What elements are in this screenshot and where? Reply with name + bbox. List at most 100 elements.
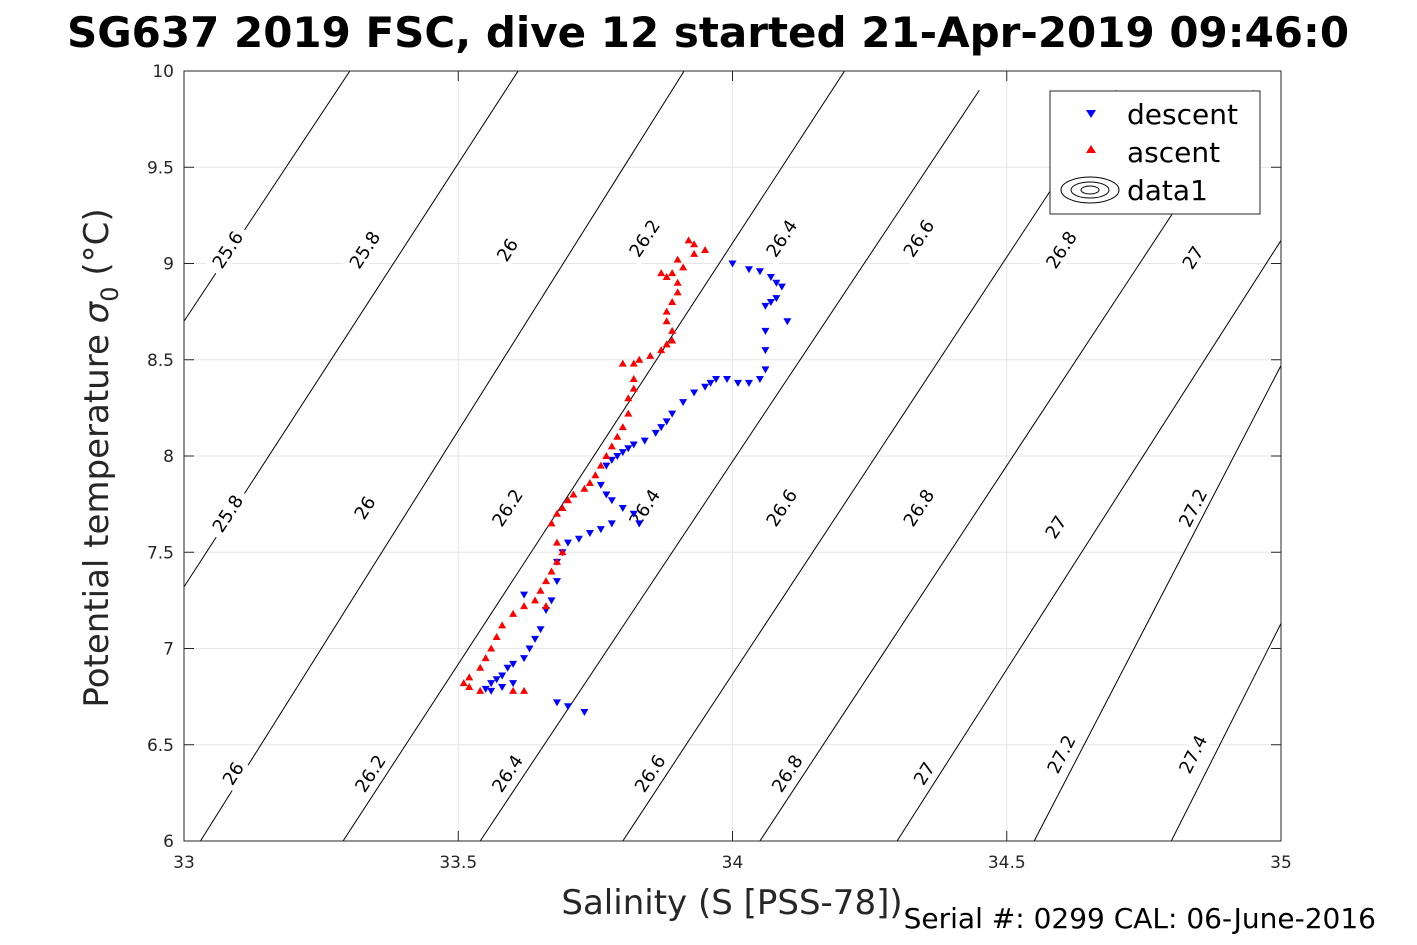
contour-label-bg (204, 222, 252, 278)
descent-point (635, 520, 644, 528)
descent-point (761, 366, 770, 374)
descent-point (624, 445, 633, 453)
descent-point (728, 260, 737, 268)
descent-point (662, 418, 671, 426)
descent-point (503, 664, 512, 672)
ascent-point (552, 509, 561, 517)
contour-line (184, 71, 519, 588)
y-axis-label-main: Potential temperature (77, 323, 117, 707)
descent-point (481, 685, 490, 693)
descent-point (536, 626, 545, 634)
ascent-point (547, 567, 556, 575)
descent-point (552, 578, 561, 586)
x-tick-label: 35 (1270, 853, 1292, 873)
descent-point (668, 410, 677, 418)
contour-label-bg (484, 480, 532, 536)
ascent-point (668, 326, 677, 334)
contour-label-bg (341, 222, 389, 278)
descent-point (777, 283, 786, 291)
descent-point (585, 530, 594, 537)
contour-label-bg (758, 480, 806, 536)
ascent-point (552, 557, 561, 565)
ascent-point (569, 490, 578, 498)
descent-point (712, 376, 721, 383)
descent-point (755, 268, 764, 276)
descent-point (766, 299, 775, 306)
descent-point (563, 539, 572, 547)
ascent-point (465, 673, 474, 681)
ascent-point (613, 432, 622, 440)
ascent-point (673, 278, 682, 286)
x-tick-label: 34 (722, 853, 744, 873)
ascent-point (624, 409, 633, 417)
descent-point (520, 655, 529, 663)
descent-point (629, 510, 638, 518)
ascent-point (465, 683, 474, 690)
ascent-point (585, 478, 594, 486)
contour-label-bg (621, 210, 669, 267)
contour-label-bg (1171, 726, 1215, 783)
ascent-point (498, 621, 507, 629)
ascent-point (542, 577, 551, 585)
legend-ascent-marker (1086, 145, 1096, 153)
descent-point (580, 709, 589, 717)
descent-point (563, 703, 572, 711)
ascent-point (618, 423, 627, 431)
legend-descent-label: descent (1127, 98, 1238, 131)
contour-line (1170, 623, 1281, 841)
y-axis-label-unit: (°C) (77, 208, 117, 286)
series-ascent (459, 236, 710, 694)
ascent-point (563, 496, 572, 504)
ascent-point (459, 679, 468, 687)
ascent-point (618, 359, 627, 367)
ascent-point (684, 236, 693, 244)
descent-point (520, 591, 529, 599)
ascent-point (542, 602, 551, 610)
contour-label-bg (490, 231, 525, 269)
y-tick-label: 10 (152, 62, 174, 82)
descent-point (607, 497, 616, 505)
contour-label-bg (621, 480, 669, 536)
ascent-point (690, 249, 699, 257)
contour-line (342, 71, 846, 841)
ascent-point (607, 442, 616, 450)
contour-label-bg (758, 210, 806, 267)
descent-point (733, 379, 742, 387)
ascent-point (476, 663, 485, 671)
contour-label-bg (1039, 726, 1084, 783)
contour-label-bg (1175, 239, 1211, 277)
descent-point (761, 302, 770, 310)
ascent-point (679, 263, 688, 271)
contour-label-bg (216, 755, 251, 793)
descent-point (492, 676, 501, 684)
descent-point (640, 437, 649, 445)
contour-line (896, 240, 1281, 841)
descent-point (531, 635, 540, 643)
ascent-point (662, 317, 671, 325)
legend-contour-icon (1060, 176, 1120, 204)
legend-ascent-label: ascent (1127, 136, 1220, 169)
y-axis-label-sigma: σ (77, 300, 117, 323)
descent-point (552, 699, 561, 707)
serial-footer: Serial #: 0299 CAL: 06-June-2016 (904, 902, 1376, 935)
ascent-point (476, 686, 485, 694)
y-tick-label: 6 (163, 832, 174, 852)
contour-line (1033, 365, 1281, 841)
descent-point (613, 453, 622, 460)
descent-point (574, 535, 583, 543)
legend-box (1049, 90, 1261, 215)
descent-point (547, 597, 556, 605)
axis-ticks: 33 33.5 34 34.5 35 6 6.5 7 7.5 8 8.5 9 9.5 10 (147, 62, 1292, 873)
ascent-point (629, 384, 638, 392)
ascent-point (531, 596, 540, 604)
y-tick-label: 9.5 (147, 158, 174, 178)
data-series (459, 236, 792, 717)
ascent-point (520, 602, 529, 610)
legend-descent-marker (1086, 110, 1096, 118)
ascent-point (520, 686, 529, 694)
descent-point (629, 441, 638, 449)
x-axis-label: Salinity (S [PSS-78]) (561, 883, 902, 923)
descent-point (679, 399, 688, 407)
descent-point (651, 429, 660, 437)
